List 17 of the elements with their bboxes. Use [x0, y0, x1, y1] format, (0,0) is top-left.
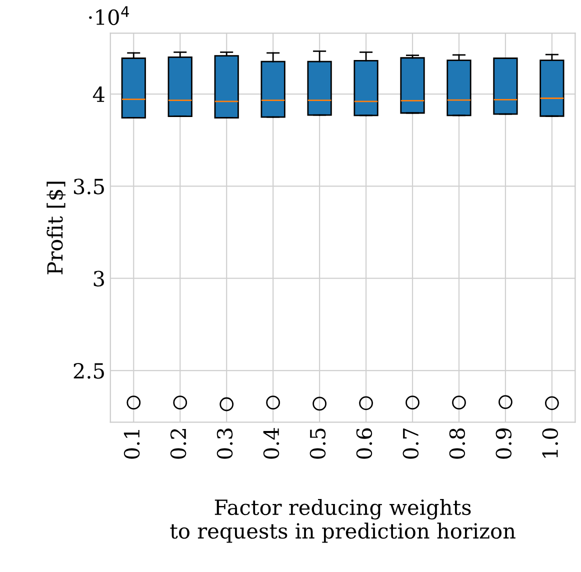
x-tick-label: 0.6 — [356, 428, 372, 459]
y-tick-label: 3 — [94, 270, 104, 287]
y-tick-label: 2.5 — [74, 362, 104, 379]
x-tick-label: 0.1 — [124, 430, 140, 459]
x-tick-label: 0.4 — [263, 428, 280, 459]
y-tick-label: 4 — [92, 86, 104, 102]
x-axis-title: Factor reducing weights to requests in prediction horizon — [170, 499, 516, 543]
text: ·10$^{4}$ — [89, 6, 129, 26]
x-tick-label: 0.5 — [310, 428, 326, 459]
x-tick-label: 0.2 — [170, 429, 186, 459]
x-tick-label: 1.0 — [542, 428, 558, 458]
y-axis-title: Profit [$] — [46, 182, 66, 274]
x-tick-label: 0.7 — [402, 428, 419, 459]
x-tick-label: 0.3 — [216, 428, 233, 459]
x-tick-label: 0.8 — [449, 428, 466, 459]
y-tick-label: 3.5 — [74, 178, 104, 194]
x-tick-label: 0.9 — [496, 428, 512, 459]
